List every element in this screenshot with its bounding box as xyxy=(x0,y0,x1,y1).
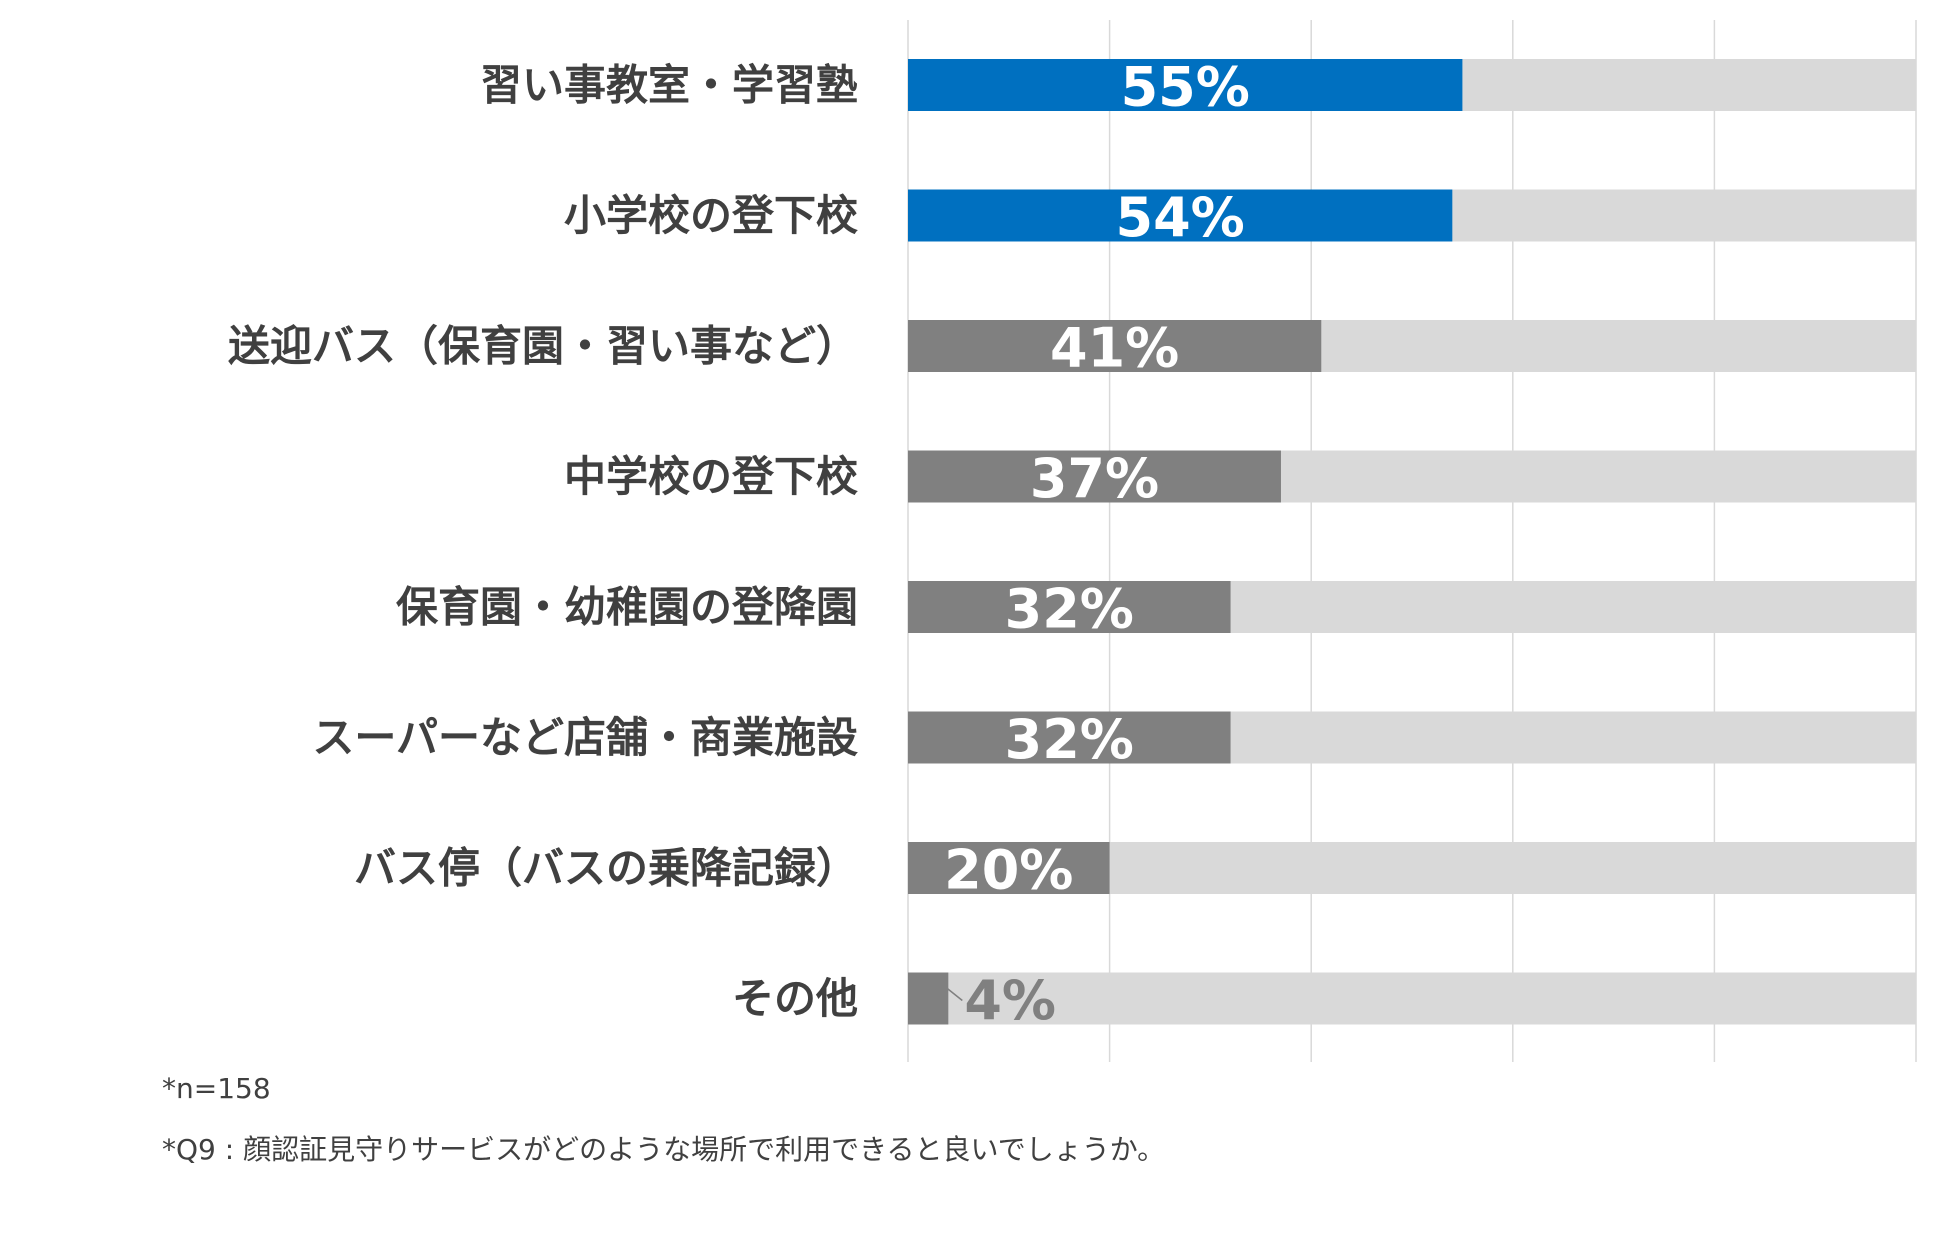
value-label: 32% xyxy=(1005,578,1134,641)
value-label: 32% xyxy=(1005,708,1134,771)
category-label: その他 xyxy=(732,974,858,1023)
bar xyxy=(908,842,1110,894)
value-label: 41% xyxy=(1050,317,1179,380)
bar xyxy=(908,59,1463,111)
category-label: 保育園・幼稚園の登降園 xyxy=(396,583,858,632)
value-label: 37% xyxy=(1030,447,1159,510)
value-label: 54% xyxy=(1116,186,1245,249)
value-label: 4% xyxy=(964,969,1056,1032)
leader-line xyxy=(941,983,963,1002)
remainder-bar xyxy=(908,972,1916,1025)
category-label: 小学校の登下校 xyxy=(564,191,858,240)
bar xyxy=(908,189,1453,242)
gridlines xyxy=(907,20,1917,1062)
value-labels: 55% 54% 41% 37% 32% 32% 20% 4% xyxy=(941,56,1250,1032)
bar xyxy=(908,972,949,1025)
bars xyxy=(908,59,1916,1025)
category-label: 中学校の登下校 xyxy=(564,452,858,501)
category-label: スーパーなど店舗・商業施設 xyxy=(312,713,858,762)
bar xyxy=(908,320,1322,372)
bar xyxy=(908,581,1231,633)
question-note: *Q9 : 顔認証見守りサービスがどのような場所で利用できると良いでしょうか。 xyxy=(162,1133,1166,1166)
category-label: バス停（バスの乗降記録） xyxy=(354,844,858,893)
value-label: 55% xyxy=(1121,56,1250,119)
bar xyxy=(908,450,1281,503)
value-label: 20% xyxy=(944,839,1073,902)
bar xyxy=(908,711,1231,764)
category-label: 習い事教室・学習塾 xyxy=(480,61,858,110)
category-label: 送迎バス（保育園・習い事など） xyxy=(228,322,858,371)
sample-size-note: *n=158 xyxy=(162,1072,271,1105)
